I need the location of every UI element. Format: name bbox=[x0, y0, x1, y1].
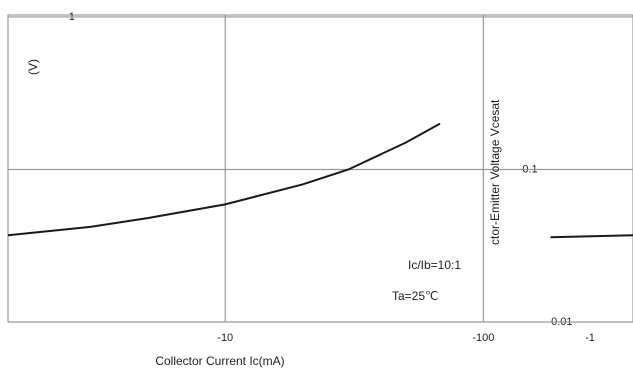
corner-label: -1 bbox=[585, 332, 595, 344]
x-tick-label: -100 bbox=[472, 332, 494, 344]
annotation: Ta=25℃ bbox=[392, 289, 439, 303]
series-line bbox=[7, 122, 633, 239]
x-tick-label: -10 bbox=[217, 332, 233, 344]
x-axis-label: Collector Current Ic(mA) bbox=[155, 354, 284, 368]
annotation: Ic/Ib=10:1 bbox=[408, 258, 461, 272]
plot-frame bbox=[7, 14, 633, 323]
y-unit: (V) bbox=[26, 59, 40, 75]
y-axis-label: ctor-Emitter Voltage Vcesat bbox=[488, 99, 502, 245]
